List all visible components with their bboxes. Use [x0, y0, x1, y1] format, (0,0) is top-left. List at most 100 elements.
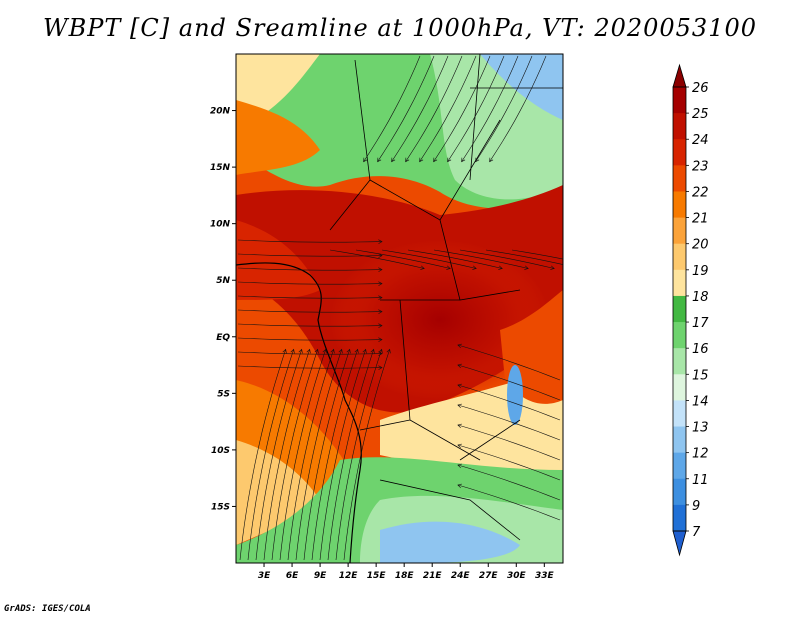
- streamline-arrow: [457, 343, 462, 349]
- lat-tick-label: 15S: [211, 502, 230, 512]
- streamline: [405, 55, 463, 162]
- colorbar-segment: [673, 374, 686, 401]
- colorbar-top-arrow: [672, 63, 687, 88]
- lon-tick-label: 18E: [395, 571, 415, 581]
- field-west-red: [236, 220, 320, 300]
- streamline: [433, 55, 491, 162]
- streamline: [327, 349, 374, 561]
- lat-tick-label: 5N: [216, 276, 230, 286]
- streamline-arrow: [338, 348, 343, 354]
- colorbar-label: 13: [692, 421, 709, 436]
- streamline-arrow: [576, 266, 580, 270]
- lon-tick-label: 12E: [339, 571, 359, 581]
- streamline: [391, 55, 449, 162]
- colorbar-segment: [673, 322, 686, 349]
- field-north-orange: [236, 100, 320, 175]
- streamline-arrow: [354, 348, 359, 354]
- field-south-ocean-yellow: [236, 440, 320, 545]
- streamline-arrow: [433, 157, 438, 163]
- streamline-arrow: [363, 157, 368, 163]
- streamline: [377, 55, 435, 162]
- lat-tick-label: 10N: [210, 220, 231, 230]
- streamline-arrow: [461, 157, 466, 163]
- streamline: [237, 351, 383, 355]
- streamline-arrow: [550, 265, 555, 270]
- streamline-arrow: [457, 463, 462, 469]
- lon-tick-label: 33E: [535, 571, 555, 581]
- streamline-arrow: [378, 351, 383, 356]
- colorbar: 26 25 24 23 22 21 20 19 18 17 16 15 14 13 12 11 9 7: [672, 63, 709, 557]
- colorbar-segment: [673, 295, 686, 323]
- lon-tick-label: 15E: [367, 571, 387, 581]
- colorbar-segment: [673, 426, 686, 454]
- streamline-arrow: [378, 281, 383, 286]
- streamline: [237, 309, 383, 313]
- streamline-arrow: [378, 239, 383, 244]
- colorbar-label: 11: [692, 473, 709, 488]
- lon-tick-label: 3E: [258, 571, 271, 581]
- coastline: [236, 262, 362, 563]
- streamline-arrow: [602, 266, 606, 270]
- lon-tick-label: 27E: [479, 571, 499, 581]
- streamline-arrow: [378, 309, 383, 314]
- map-field: [236, 54, 606, 563]
- colorbar-label: 18: [692, 290, 709, 305]
- lon-tick-label: 6E: [286, 571, 299, 581]
- colorbar-segment: [673, 478, 686, 506]
- streamline: [319, 349, 366, 561]
- streamline-arrow: [378, 253, 383, 258]
- colorbar-label: 7: [692, 525, 701, 540]
- streamline-arrow: [378, 295, 383, 300]
- streamline: [363, 55, 421, 162]
- streamline: [239, 349, 286, 561]
- streamline-arrow: [314, 348, 319, 354]
- colorbar-bottom-arrow: [672, 530, 687, 557]
- streamline: [381, 249, 477, 269]
- streamline: [255, 349, 302, 561]
- streamline: [237, 295, 383, 299]
- colorbar-segment: [673, 139, 686, 166]
- lat-tick-label: 10S: [211, 446, 230, 456]
- colorbar-frame: [672, 86, 687, 532]
- lat-tick-label: EQ: [216, 333, 230, 343]
- streamline: [237, 337, 383, 341]
- streamline: [419, 55, 477, 162]
- streamline: [457, 464, 561, 501]
- streamline-arrow: [290, 348, 295, 354]
- streamline-arrow: [306, 348, 311, 354]
- colorbar-label: 19: [692, 264, 709, 279]
- colorbar-segment: [673, 87, 686, 114]
- streamline-arrow: [498, 265, 503, 270]
- streamline: [457, 484, 561, 521]
- colorbar-segment: [673, 165, 686, 192]
- colorbar-segment: [673, 243, 686, 271]
- streamline: [457, 344, 561, 381]
- streamline: [247, 349, 294, 561]
- streamline: [237, 253, 383, 257]
- streamline: [355, 249, 451, 269]
- streamline: [263, 349, 310, 561]
- streamline: [237, 365, 383, 369]
- field-north-blue: [480, 54, 563, 120]
- streamline: [279, 349, 326, 561]
- streamline: [457, 444, 561, 481]
- streamline-arrow: [524, 265, 529, 270]
- streamline-arrow: [391, 157, 396, 163]
- colorbar-segment: [673, 400, 686, 428]
- colorbar-label: 14: [692, 394, 709, 409]
- streamline-arrow: [405, 157, 410, 163]
- streamlines: [237, 55, 606, 561]
- colorbar-segment: [673, 348, 686, 375]
- colorbar-segment: [673, 504, 686, 532]
- streamline: [295, 349, 342, 561]
- streamline: [457, 424, 561, 461]
- streamline-arrow: [457, 383, 462, 389]
- lon-tick-label: 9E: [314, 571, 327, 581]
- streamline: [329, 249, 425, 269]
- lon-tick-label: 24E: [451, 571, 471, 581]
- colorbar-label: 21: [692, 212, 709, 227]
- streamline-arrow: [362, 348, 367, 354]
- colorbar-label: 17: [692, 316, 709, 331]
- streamline: [287, 349, 334, 561]
